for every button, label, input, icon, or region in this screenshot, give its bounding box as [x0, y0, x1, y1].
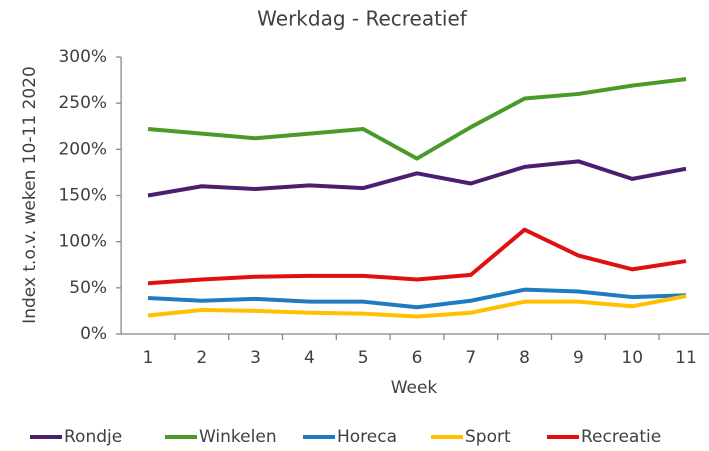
legend-label: Rondje — [64, 427, 122, 447]
line-series — [147, 77, 687, 161]
line-series — [147, 227, 687, 286]
y-tick-label: 0% — [80, 324, 107, 344]
y-tick-label: 250% — [58, 93, 107, 113]
x-axis-title: Week — [391, 378, 438, 398]
x-tick-label: 3 — [250, 348, 261, 368]
x-tick-label: 9 — [573, 348, 584, 368]
x-tick-label: 8 — [519, 348, 530, 368]
x-tick-label: 11 — [675, 348, 697, 368]
y-tick-label: 200% — [58, 139, 107, 159]
y-tick-label: 300% — [58, 47, 107, 67]
x-tick-label: 2 — [196, 348, 207, 368]
legend-label: Sport — [465, 427, 511, 447]
line-series — [147, 159, 687, 198]
y-tick-label: 150% — [58, 186, 107, 206]
x-tick-label: 6 — [412, 348, 423, 368]
y-tick-label: 50% — [69, 278, 107, 298]
line-series — [147, 287, 687, 310]
x-tick-label: 7 — [465, 348, 476, 368]
x-tick-label: 10 — [621, 348, 643, 368]
x-tick-label: 1 — [143, 348, 154, 368]
legend-label: Recreatie — [581, 427, 661, 447]
y-axis-title: Index t.o.v. weken 10-11 2020 — [20, 66, 40, 324]
x-tick-label: 4 — [304, 348, 315, 368]
x-tick-label: 5 — [358, 348, 369, 368]
legend-label: Winkelen — [199, 427, 277, 447]
y-tick-label: 100% — [58, 232, 107, 252]
line-series — [147, 294, 687, 319]
chart-title: Werkdag - Recreatief — [257, 7, 468, 31]
legend-label: Horeca — [337, 427, 397, 447]
